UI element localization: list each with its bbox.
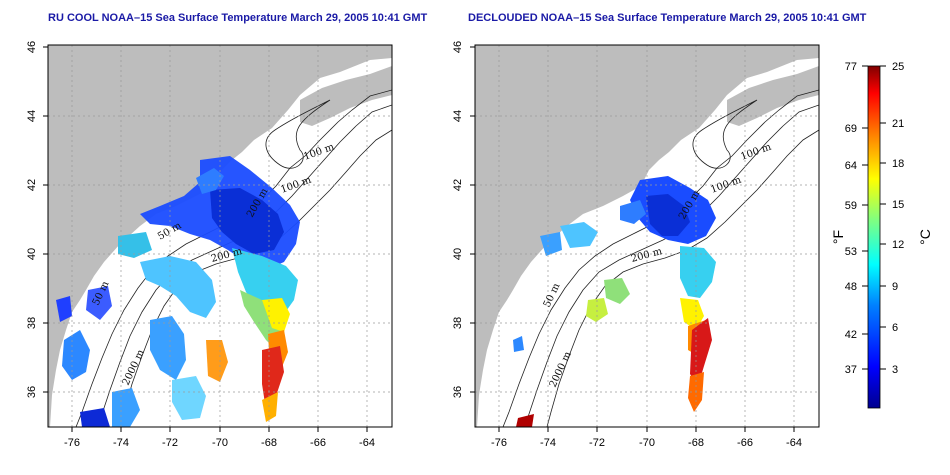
lat-label: 38 xyxy=(26,317,38,329)
lon-label: -74 xyxy=(113,437,129,449)
lat-label: 46 xyxy=(452,41,464,53)
right-graticule xyxy=(475,45,819,427)
fahrenheit-tick: 53 xyxy=(845,246,857,258)
celsius-tick: 25 xyxy=(892,61,904,73)
lon-label: -70 xyxy=(212,437,228,449)
celsius-tick: 21 xyxy=(892,118,904,130)
lon-label: -72 xyxy=(162,437,178,449)
right-map-panel: 100 m 100 m 200 m 200 m 50 m 2000 m -76 … xyxy=(452,41,820,449)
right-bathymetry-contours xyxy=(502,89,819,427)
lon-label: -68 xyxy=(261,437,277,449)
celsius-tick: 9 xyxy=(892,281,898,293)
celsius-tick-labels: 25 21 18 15 12 9 6 3 xyxy=(892,61,904,376)
fahrenheit-tick: 77 xyxy=(845,61,857,73)
fahrenheit-tick: 64 xyxy=(845,160,857,172)
lon-label: -72 xyxy=(589,437,605,449)
left-nova-scotia xyxy=(300,66,392,126)
lat-label: 40 xyxy=(26,248,38,260)
lon-label: -68 xyxy=(688,437,704,449)
lon-label: -66 xyxy=(737,437,753,449)
fahrenheit-tick: 42 xyxy=(845,329,857,341)
celsius-tick: 6 xyxy=(892,322,898,334)
fahrenheit-tick: 59 xyxy=(845,200,857,212)
lat-label: 36 xyxy=(452,386,464,398)
right-sst-field xyxy=(513,176,716,427)
lat-label: 44 xyxy=(26,110,38,122)
fahrenheit-unit-label: °F xyxy=(830,230,846,244)
temperature-colorbar: 77 69 64 59 53 48 42 37 25 21 18 15 12 9… xyxy=(830,61,933,409)
left-axis-ticks xyxy=(43,46,368,432)
fahrenheit-tick-labels: 77 69 64 59 53 48 42 37 xyxy=(845,61,857,376)
left-sst-field xyxy=(56,156,300,427)
left-land-mass xyxy=(48,45,392,427)
lon-label: -76 xyxy=(491,437,507,449)
lat-label: 46 xyxy=(26,41,38,53)
colorbar-ticks xyxy=(862,65,886,370)
lon-label: -74 xyxy=(540,437,556,449)
right-axis-ticks xyxy=(470,46,795,432)
lat-label: 40 xyxy=(452,248,464,260)
lat-label: 36 xyxy=(26,386,38,398)
celsius-unit-label: °C xyxy=(917,229,933,245)
left-map-panel: 100 m 100 m 200 m 50 m 200 m 50 m 2000 m… xyxy=(26,41,393,449)
celsius-tick: 3 xyxy=(892,364,898,376)
fahrenheit-tick: 37 xyxy=(845,364,857,376)
lon-label: -76 xyxy=(64,437,80,449)
lat-label: 38 xyxy=(452,317,464,329)
fahrenheit-tick: 48 xyxy=(845,281,857,293)
left-longitude-labels: -76 -74 -72 -70 -68 -66 -64 xyxy=(64,437,375,449)
lat-label: 42 xyxy=(452,179,464,191)
lat-label: 42 xyxy=(26,179,38,191)
lat-label: 44 xyxy=(452,110,464,122)
fahrenheit-tick: 69 xyxy=(845,123,857,135)
right-longitude-labels: -76 -74 -72 -70 -68 -66 -64 xyxy=(491,437,802,449)
left-latitude-labels: 36 38 40 42 44 46 xyxy=(26,41,38,398)
celsius-tick: 15 xyxy=(892,199,904,211)
right-map-title: DECLOUDED NOAA–15 Sea Surface Temperatur… xyxy=(468,12,867,24)
right-latitude-labels: 36 38 40 42 44 46 xyxy=(452,41,464,398)
right-nova-scotia xyxy=(727,66,819,126)
lon-label: -64 xyxy=(786,437,802,449)
left-graticule xyxy=(48,45,392,427)
celsius-tick: 12 xyxy=(892,239,904,251)
lon-label: -70 xyxy=(639,437,655,449)
left-map-title: RU COOL NOAA–15 Sea Surface Temperature … xyxy=(48,12,428,24)
celsius-tick: 18 xyxy=(892,158,904,170)
right-land-mass xyxy=(475,45,819,427)
lon-label: -66 xyxy=(310,437,326,449)
colorbar-gradient xyxy=(867,65,881,409)
lon-label: -64 xyxy=(359,437,375,449)
